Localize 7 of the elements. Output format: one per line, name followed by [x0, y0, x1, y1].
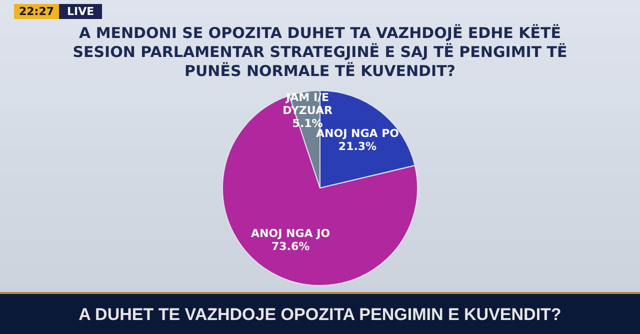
slice-label: ANOJ NGA JO: [251, 227, 330, 240]
data-label: 21.3%: [338, 140, 377, 153]
text: 22:27: [14, 4, 60, 19]
data-label: 73.6%: [271, 240, 310, 254]
text: LIVE: [59, 4, 102, 19]
chart-title: A MENDONI SE OPOZITA DUHET TA VAZHDOJË EDHE KËTË SESION PARLAMENTAR STRATEGJINË E SAJ TË PENGIMIT TË PUNËS NORMALE TË KUVENDIT?: [72, 24, 568, 81]
text: A DUHET TE VAZHDOJE OPOZITA PENGIMIN E KUVENDIT?: [0, 292, 640, 334]
